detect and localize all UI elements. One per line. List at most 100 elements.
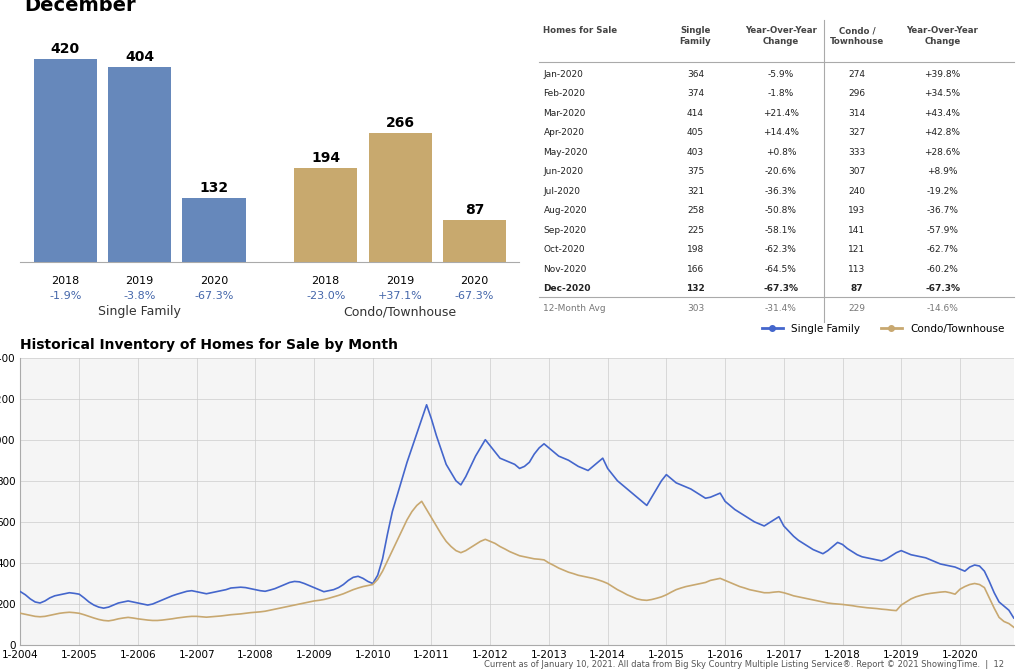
Text: 296: 296: [849, 89, 865, 98]
Text: -50.8%: -50.8%: [765, 206, 797, 215]
Text: +43.4%: +43.4%: [925, 109, 961, 118]
Text: 258: 258: [687, 206, 705, 215]
Text: -67.3%: -67.3%: [764, 284, 799, 293]
Text: Jun-2020: Jun-2020: [544, 167, 584, 176]
Bar: [369, 133, 432, 262]
Text: +28.6%: +28.6%: [925, 148, 961, 157]
Text: 403: 403: [687, 148, 705, 157]
Text: -67.3%: -67.3%: [455, 291, 495, 301]
Text: Single
Family: Single Family: [680, 26, 712, 46]
Text: 113: 113: [848, 265, 865, 274]
Text: Condo /
Townhouse: Condo / Townhouse: [829, 26, 884, 46]
Text: 266: 266: [386, 116, 415, 130]
Text: Year-Over-Year
Change: Year-Over-Year Change: [745, 26, 817, 46]
Text: +37.1%: +37.1%: [378, 291, 423, 301]
Text: 420: 420: [50, 42, 80, 56]
Text: -5.9%: -5.9%: [768, 70, 795, 79]
Text: 364: 364: [687, 70, 705, 79]
Text: Oct-2020: Oct-2020: [544, 245, 585, 254]
Text: Jan-2020: Jan-2020: [544, 70, 584, 79]
Text: 132: 132: [200, 181, 228, 195]
Text: 2019: 2019: [386, 276, 415, 286]
Text: 405: 405: [687, 128, 705, 137]
Text: -60.2%: -60.2%: [927, 265, 958, 274]
Text: 87: 87: [465, 203, 484, 217]
Text: 194: 194: [311, 151, 340, 165]
Text: -23.0%: -23.0%: [306, 291, 345, 301]
Text: May-2020: May-2020: [544, 148, 588, 157]
Text: +39.8%: +39.8%: [925, 70, 961, 79]
Text: 374: 374: [687, 89, 705, 98]
Text: Single Family: Single Family: [98, 305, 181, 319]
Text: 274: 274: [849, 70, 865, 79]
Text: -1.8%: -1.8%: [768, 89, 795, 98]
Text: -19.2%: -19.2%: [927, 187, 958, 196]
Text: Jul-2020: Jul-2020: [544, 187, 581, 196]
Text: +0.8%: +0.8%: [766, 148, 797, 157]
Text: 87: 87: [851, 284, 863, 293]
Text: -67.3%: -67.3%: [195, 291, 233, 301]
Text: Sep-2020: Sep-2020: [544, 226, 587, 235]
Bar: [34, 59, 97, 262]
Text: -36.3%: -36.3%: [765, 187, 797, 196]
Text: 2018: 2018: [311, 276, 340, 286]
Text: -67.3%: -67.3%: [925, 284, 961, 293]
Text: +21.4%: +21.4%: [763, 109, 799, 118]
Text: 121: 121: [849, 245, 865, 254]
Text: 321: 321: [687, 187, 705, 196]
Text: 2019: 2019: [126, 276, 154, 286]
Text: Mar-2020: Mar-2020: [544, 109, 586, 118]
Text: 314: 314: [849, 109, 865, 118]
Text: 414: 414: [687, 109, 703, 118]
Text: -1.9%: -1.9%: [49, 291, 81, 301]
Text: December: December: [25, 0, 136, 15]
Text: 12-Month Avg: 12-Month Avg: [544, 304, 606, 312]
Text: Condo/Townhouse: Condo/Townhouse: [344, 305, 457, 319]
Text: Current as of January 10, 2021. All data from Big Sky Country Multiple Listing S: Current as of January 10, 2021. All data…: [483, 660, 1004, 669]
Text: 229: 229: [849, 304, 865, 312]
Bar: [443, 220, 506, 262]
Text: 166: 166: [687, 265, 705, 274]
Text: -36.7%: -36.7%: [927, 206, 958, 215]
Text: Dec-2020: Dec-2020: [544, 284, 591, 293]
Bar: [108, 67, 171, 262]
Bar: [294, 168, 357, 262]
Text: Aug-2020: Aug-2020: [544, 206, 587, 215]
Text: +14.4%: +14.4%: [763, 128, 799, 137]
Text: Nov-2020: Nov-2020: [544, 265, 587, 274]
Text: -57.9%: -57.9%: [927, 226, 958, 235]
Text: +8.9%: +8.9%: [928, 167, 957, 176]
Text: -31.4%: -31.4%: [765, 304, 797, 312]
Bar: [182, 198, 246, 262]
Text: +42.8%: +42.8%: [925, 128, 961, 137]
Text: -62.3%: -62.3%: [765, 245, 797, 254]
Text: Homes for Sale: Homes for Sale: [544, 26, 617, 35]
Text: 132: 132: [686, 284, 705, 293]
Text: 2020: 2020: [461, 276, 488, 286]
Text: 2020: 2020: [200, 276, 228, 286]
Text: -14.6%: -14.6%: [927, 304, 958, 312]
Text: -20.6%: -20.6%: [765, 167, 797, 176]
Text: 198: 198: [687, 245, 705, 254]
Text: 307: 307: [848, 167, 865, 176]
Text: 404: 404: [125, 50, 155, 64]
Text: +34.5%: +34.5%: [925, 89, 961, 98]
Text: 141: 141: [849, 226, 865, 235]
Legend: Single Family, Condo/Townhouse: Single Family, Condo/Townhouse: [758, 320, 1009, 338]
Text: Feb-2020: Feb-2020: [544, 89, 586, 98]
Text: 303: 303: [687, 304, 705, 312]
Text: -62.7%: -62.7%: [927, 245, 958, 254]
Text: -58.1%: -58.1%: [765, 226, 797, 235]
Text: 193: 193: [848, 206, 865, 215]
Text: 375: 375: [687, 167, 705, 176]
Text: 240: 240: [849, 187, 865, 196]
Text: 225: 225: [687, 226, 703, 235]
Text: 2018: 2018: [51, 276, 79, 286]
Text: Year-Over-Year
Change: Year-Over-Year Change: [906, 26, 979, 46]
Text: 333: 333: [848, 148, 865, 157]
Text: Apr-2020: Apr-2020: [544, 128, 585, 137]
Text: Historical Inventory of Homes for Sale by Month: Historical Inventory of Homes for Sale b…: [20, 338, 398, 352]
Text: -3.8%: -3.8%: [124, 291, 156, 301]
Text: 327: 327: [849, 128, 865, 137]
Text: -64.5%: -64.5%: [765, 265, 797, 274]
